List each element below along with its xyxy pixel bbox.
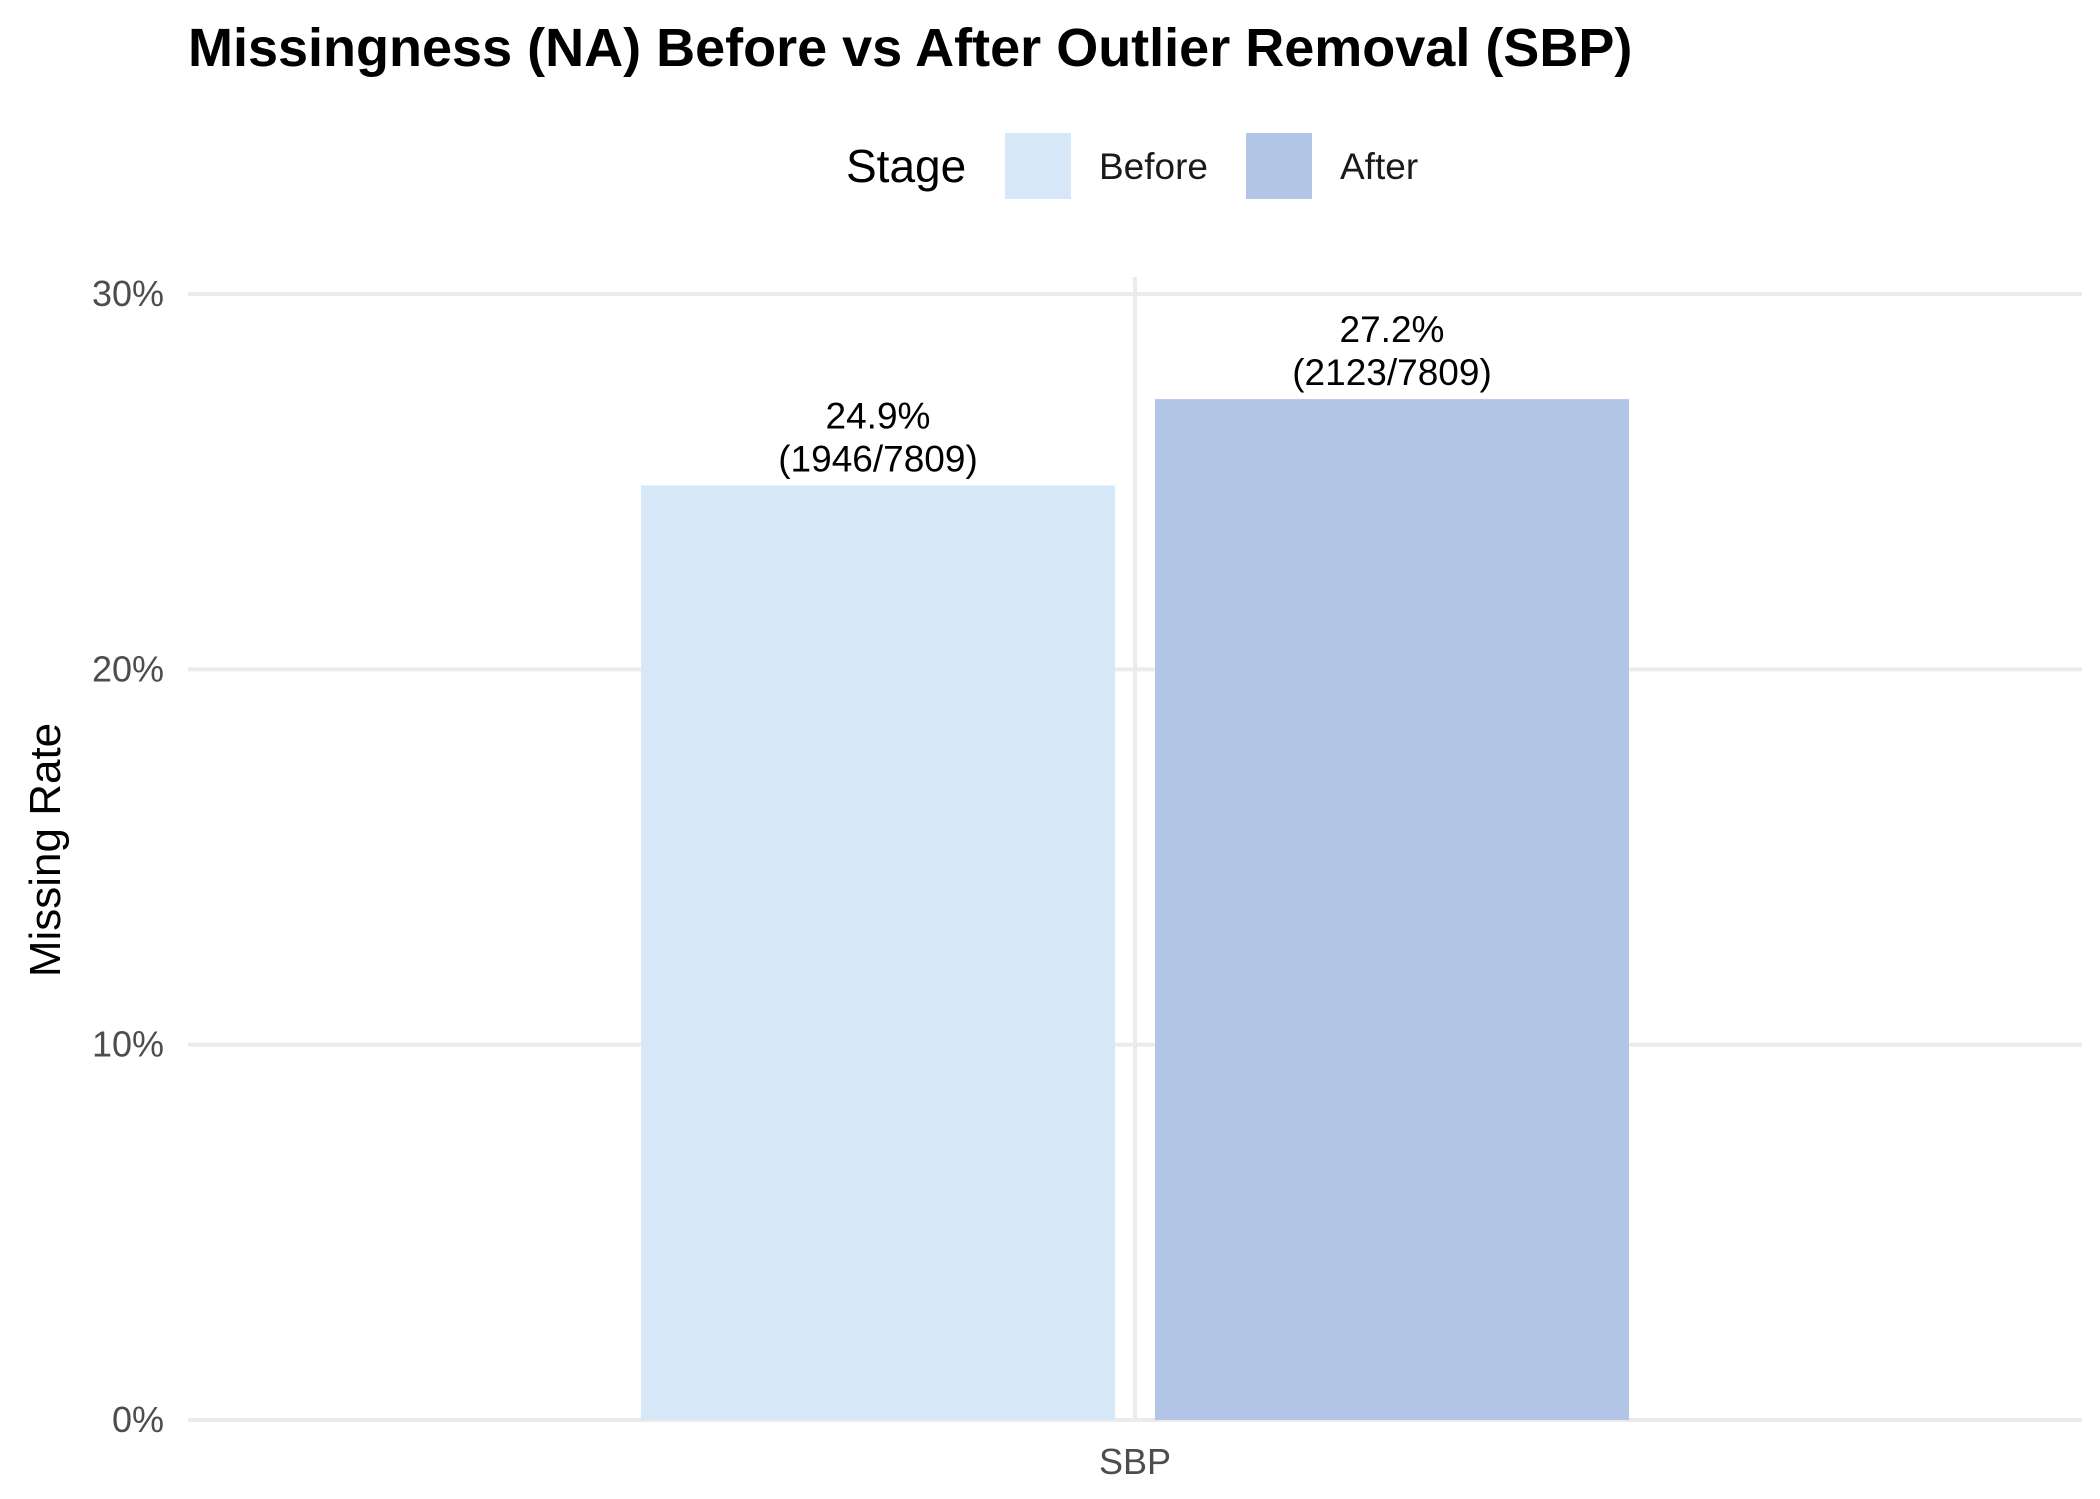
bar-after (1155, 399, 1629, 1420)
y-tick-label: 20% (92, 648, 164, 689)
bar-value-label: 24.9% (826, 395, 931, 436)
y-tick-label: 10% (92, 1024, 164, 1065)
legend-title: Stage (846, 140, 966, 192)
y-tick-label: 30% (92, 273, 164, 314)
bar-value-label: 27.2% (1340, 309, 1445, 350)
y-tick-label: 0% (112, 1399, 164, 1440)
chart-title: Missingness (NA) Before vs After Outlier… (188, 18, 1632, 78)
legend-label-before: Before (1099, 146, 1208, 187)
legend-key-before (1005, 133, 1071, 199)
bar-count-label: (2123/7809) (1292, 352, 1492, 393)
bar-labels: 24.9%(1946/7809) 27.2%(2123/7809) (778, 309, 1492, 479)
legend-label-after: After (1340, 146, 1418, 187)
bars (641, 399, 1629, 1420)
grid (188, 277, 2082, 1422)
y-axis-ticks: 0% 10% 20% 30% (92, 273, 164, 1440)
legend-key-after (1246, 133, 1312, 199)
x-axis-ticks: SBP (1099, 1441, 1171, 1482)
y-axis-title: Missing Rate (21, 723, 70, 977)
bar-before (641, 485, 1115, 1420)
legend: Stage Before After (846, 133, 1418, 199)
x-tick-label: SBP (1099, 1441, 1171, 1482)
bar-count-label: (1946/7809) (778, 438, 978, 479)
